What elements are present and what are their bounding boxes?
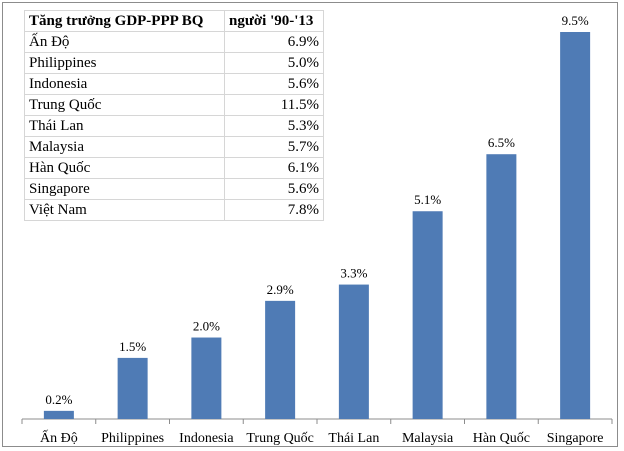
data-label: 2.9% xyxy=(267,282,294,297)
table-value-cell: 5.3% xyxy=(224,115,324,137)
table-country-cell: Trung Quốc xyxy=(24,94,225,116)
table-row: Indonesia 5.6% xyxy=(24,73,324,95)
table-value-cell: 5.6% xyxy=(224,178,324,200)
table-row: Thái Lan 5.3% xyxy=(24,115,324,137)
table-header-right: người '90-'13 xyxy=(224,10,324,32)
table-row: Hàn Quốc 6.1% xyxy=(24,157,324,179)
x-tick-label: Hàn Quốc xyxy=(473,431,530,446)
table-row: Việt Nam 7.8% xyxy=(24,199,324,221)
table-row: Ấn Độ 6.9% xyxy=(24,31,324,53)
table-row: Philippines 5.0% xyxy=(24,52,324,74)
x-tick-label: Indonesia xyxy=(179,431,234,446)
x-tick-label: Ấn Độ xyxy=(40,429,78,446)
table-value-cell: 6.1% xyxy=(224,157,324,179)
bar xyxy=(412,211,443,419)
table-country-cell: Hàn Quốc xyxy=(24,157,225,179)
table-country-cell: Singapore xyxy=(24,178,225,200)
data-label: 6.5% xyxy=(488,135,515,150)
table-header-row: Tăng trưởng GDP-PPP BQ người '90-'13 xyxy=(24,10,324,32)
table-value-cell: 7.8% xyxy=(224,199,324,221)
table-country-cell: Philippines xyxy=(24,52,225,74)
bar xyxy=(338,284,369,419)
bar xyxy=(486,154,517,420)
data-label: 2.0% xyxy=(193,319,220,334)
table-country-cell: Ấn Độ xyxy=(24,31,225,53)
growth-table: Tăng trưởng GDP-PPP BQ người '90-'13 Ấn … xyxy=(24,10,324,221)
table-value-cell: 11.5% xyxy=(224,94,324,116)
bar xyxy=(191,337,222,419)
table-value-cell: 6.9% xyxy=(224,31,324,53)
table-row: Malaysia 5.7% xyxy=(24,136,324,158)
data-label: 1.5% xyxy=(119,339,146,354)
bar xyxy=(117,357,148,419)
table-country-cell: Việt Nam xyxy=(24,199,225,221)
x-tick-label: Thái Lan xyxy=(328,431,379,446)
bar xyxy=(265,300,296,419)
table-row: Trung Quốc 11.5% xyxy=(24,94,324,116)
x-tick-label: Trung Quốc xyxy=(246,431,314,446)
table-country-cell: Malaysia xyxy=(24,136,225,158)
table-value-cell: 5.0% xyxy=(224,52,324,74)
table-country-cell: Indonesia xyxy=(24,73,225,95)
table-value-cell: 5.6% xyxy=(224,73,324,95)
table-row: Singapore 5.6% xyxy=(24,178,324,200)
x-tick-label: Malaysia xyxy=(402,431,454,446)
data-label: 3.3% xyxy=(340,266,367,281)
data-label: 9.5% xyxy=(562,13,589,28)
bar xyxy=(560,32,591,419)
table-country-cell: Thái Lan xyxy=(24,115,225,137)
x-tick-label: Philippines xyxy=(101,431,164,446)
data-label: 0.2% xyxy=(45,392,72,407)
bar xyxy=(43,410,74,419)
table-header-left: Tăng trưởng GDP-PPP BQ xyxy=(24,10,225,32)
data-label: 5.1% xyxy=(414,192,441,207)
x-tick-label: Singapore xyxy=(547,431,604,446)
table-value-cell: 5.7% xyxy=(224,136,324,158)
